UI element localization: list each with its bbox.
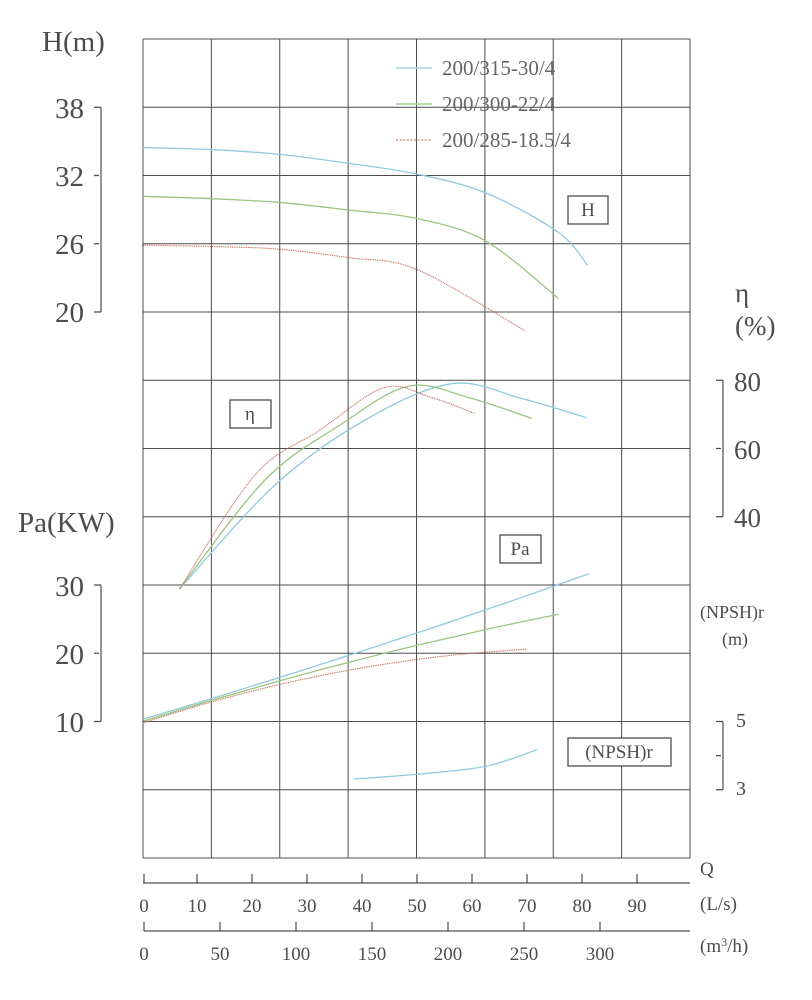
- svg-text:90: 90: [628, 896, 647, 917]
- svg-text:200/300-22/4: 200/300-22/4: [442, 92, 556, 116]
- svg-text:100: 100: [282, 944, 311, 965]
- svg-text:200/315-30/4: 200/315-30/4: [442, 56, 556, 80]
- svg-text:200/285-18.5/4: 200/285-18.5/4: [442, 128, 571, 152]
- svg-text:(L/s): (L/s): [700, 894, 737, 915]
- svg-text:Q: Q: [700, 859, 714, 880]
- svg-text:50: 50: [408, 896, 427, 917]
- svg-text:5: 5: [736, 710, 746, 732]
- svg-text:Pa: Pa: [511, 539, 531, 560]
- svg-text:10: 10: [55, 707, 84, 739]
- svg-text:250: 250: [510, 944, 539, 965]
- svg-text:20: 20: [55, 639, 84, 671]
- svg-text:50: 50: [211, 944, 230, 965]
- svg-text:300: 300: [586, 944, 615, 965]
- svg-text:38: 38: [55, 93, 84, 125]
- svg-text:30: 30: [55, 571, 84, 603]
- svg-text:3: 3: [736, 778, 746, 800]
- svg-text:200: 200: [434, 944, 463, 965]
- svg-text:η: η: [735, 278, 749, 308]
- svg-text:150: 150: [358, 944, 387, 965]
- svg-text:60: 60: [734, 435, 761, 465]
- svg-text:H: H: [581, 200, 595, 221]
- svg-text:10: 10: [188, 896, 207, 917]
- svg-text:(NPSH)r: (NPSH)r: [585, 742, 653, 763]
- svg-text:40: 40: [734, 503, 761, 533]
- svg-text:0: 0: [139, 896, 149, 917]
- svg-text:32: 32: [55, 161, 84, 193]
- svg-text:70: 70: [518, 896, 537, 917]
- svg-text:(NPSH)r: (NPSH)r: [700, 602, 764, 623]
- svg-text:80: 80: [573, 896, 592, 917]
- svg-text:(m): (m): [722, 629, 748, 650]
- svg-text:20: 20: [243, 896, 262, 917]
- svg-text:80: 80: [734, 367, 761, 397]
- svg-text:Pa(KW): Pa(KW): [18, 507, 115, 539]
- svg-text:60: 60: [463, 896, 482, 917]
- svg-text:H(m): H(m): [42, 26, 105, 58]
- svg-text:η: η: [245, 404, 255, 425]
- svg-text:40: 40: [353, 896, 372, 917]
- svg-text:0: 0: [139, 944, 149, 965]
- svg-text:26: 26: [55, 229, 84, 261]
- svg-text:20: 20: [55, 297, 84, 329]
- svg-text:(%): (%): [735, 311, 775, 341]
- svg-text:30: 30: [298, 896, 317, 917]
